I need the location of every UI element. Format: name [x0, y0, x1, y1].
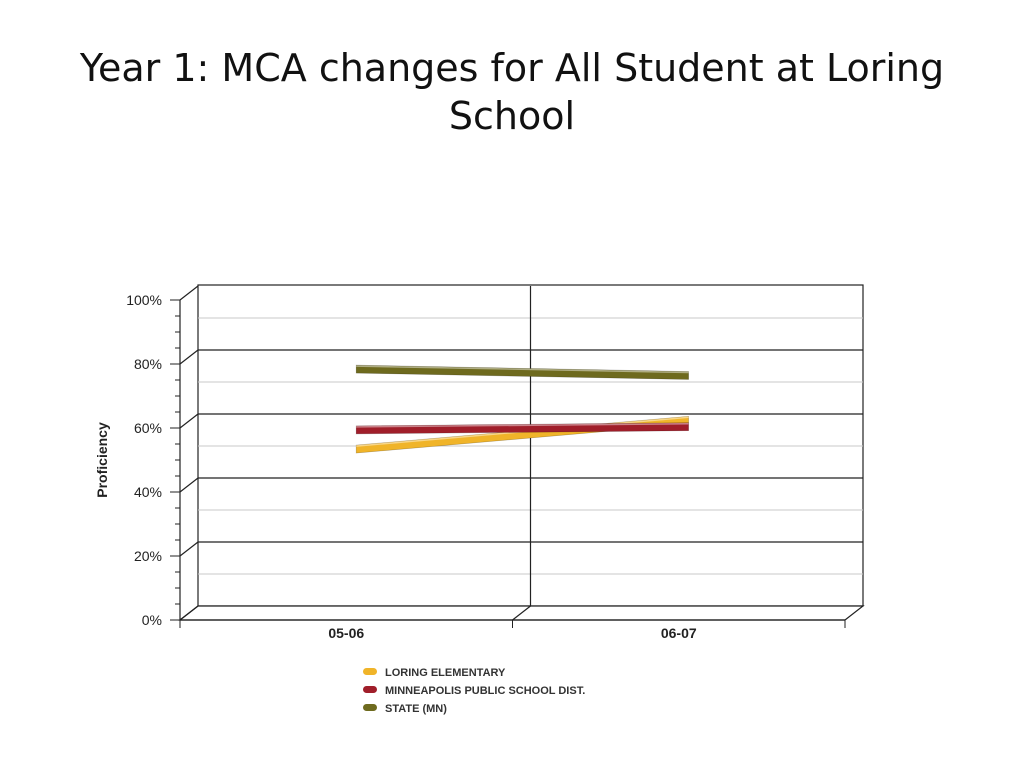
- y-depth-connector: [179, 605, 199, 621]
- y-depth-connector: [179, 477, 199, 493]
- y-tick-label: 60%: [134, 420, 162, 436]
- series-line: [355, 422, 689, 435]
- series-line: [355, 364, 689, 380]
- floor-divider: [512, 605, 531, 621]
- y-tick-label: 40%: [134, 484, 162, 500]
- x-tick-label: 06-07: [661, 625, 697, 641]
- legend-swatch: [363, 668, 377, 675]
- legend-label: LORING ELEMENTARY: [385, 667, 506, 679]
- y-tick-label: 0%: [142, 612, 162, 628]
- legend-swatch: [363, 686, 377, 693]
- slide-title: Year 1: MCA changes for All Student at L…: [79, 46, 945, 138]
- legend-label: MINNEAPOLIS PUBLIC SCHOOL DIST.: [385, 685, 585, 697]
- legend-swatch: [363, 704, 377, 711]
- y-depth-connector: [179, 285, 199, 301]
- legend-label: STATE (MN): [385, 703, 447, 715]
- y-depth-connector: [179, 413, 199, 429]
- y-tick-label: 100%: [126, 292, 162, 308]
- y-tick-label: 80%: [134, 356, 162, 372]
- y-depth-connector: [179, 349, 199, 365]
- x-tick-label: 05-06: [328, 625, 364, 641]
- y-depth-connector: [179, 541, 199, 557]
- series-highlight: [356, 422, 689, 428]
- y-tick-label: 20%: [134, 548, 162, 564]
- series-highlight: [356, 365, 689, 374]
- y-axis-title: Proficiency: [94, 422, 110, 498]
